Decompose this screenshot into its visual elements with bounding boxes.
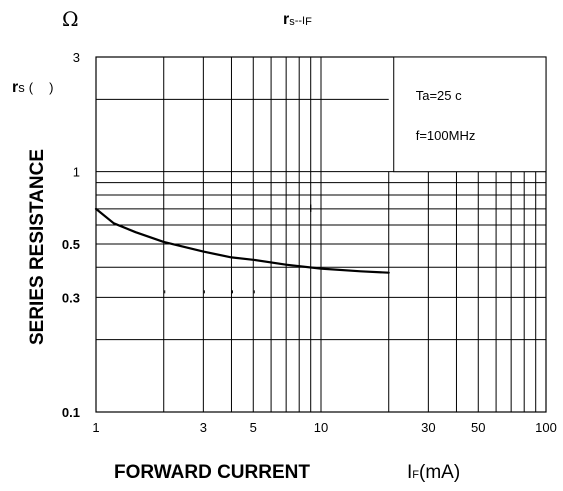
series-layer [94,207,390,274]
y-tick-label: 0.3 [62,290,80,305]
x-tick-label: 1 [92,420,99,435]
chart-title: rs--IF [283,11,312,28]
x-tick-label: 3 [200,420,207,435]
x-unit-label: IF(mA) [407,462,460,483]
y-tick-label: 0.5 [62,237,80,252]
annotation-box [393,56,547,173]
y-tick-label: 1 [73,165,80,180]
title-r: r [283,11,289,28]
title-sub-f: F [305,16,312,28]
title-sub-s: s [289,16,295,28]
frequency-annotation: f=100MHz [416,128,476,143]
minor-tick-marks [164,204,312,294]
ohm-symbol: Ω [62,7,79,31]
y-tick-label: 0.1 [62,405,80,420]
temperature-annotation: Ta=25 c [416,88,462,103]
y-unit-close: ) [49,80,53,95]
x-unit-sub: F [412,469,419,481]
x-unit-i: I [407,462,412,483]
title-mid: --I [295,15,305,27]
plot-frame [95,56,547,413]
x-unit-tail: (mA) [419,462,460,483]
series-line [94,207,390,274]
y-tick-labels: 3 1 0.5 0.3 0.1 [62,50,80,420]
y-unit-label: rs () [12,79,53,96]
y-tick-label: 3 [73,50,80,65]
x-tick-labels: 1 3 5 10 30 50 100 [92,420,556,435]
x-tick-label: 50 [471,420,485,435]
x-tick-label: 30 [421,420,435,435]
grid [96,57,546,412]
y-unit-r: r [12,79,18,96]
y-axis-label: SERIES RESISTANCE [27,149,48,345]
x-axis-label: FORWARD CURRENT [114,462,310,483]
x-tick-label: 10 [314,420,328,435]
x-tick-label: 5 [250,420,257,435]
x-tick-label: 100 [535,420,557,435]
y-unit-sub: s [18,80,25,95]
y-unit-open: ( [29,80,34,95]
